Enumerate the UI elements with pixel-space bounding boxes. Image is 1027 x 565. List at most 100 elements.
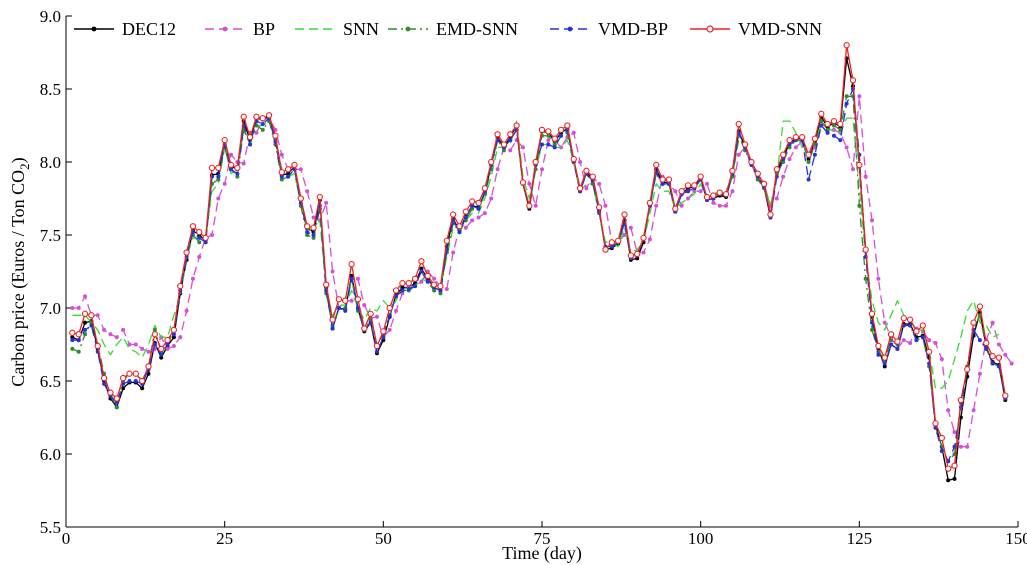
data-point [501, 148, 506, 153]
data-point [159, 352, 164, 357]
legend-label: SNN [343, 19, 379, 39]
data-point [927, 338, 932, 343]
data-point [425, 279, 430, 284]
data-point [229, 152, 234, 157]
data-point [432, 288, 437, 293]
data-point [311, 233, 316, 237]
data-point [259, 115, 266, 122]
data-point [546, 133, 551, 138]
data-point [957, 396, 965, 404]
data-point [304, 223, 311, 230]
data-point [279, 177, 284, 182]
data-point [697, 173, 704, 180]
data-point [475, 199, 482, 207]
data-point [81, 310, 89, 317]
legend-item-snn: SNN [295, 19, 379, 39]
y-tick-label: 6.0 [40, 445, 61, 464]
data-point [463, 225, 468, 230]
data-point [158, 345, 165, 353]
x-tick-label: 100 [688, 529, 714, 548]
data-point [952, 444, 957, 449]
data-point [253, 113, 260, 120]
data-point [203, 240, 208, 245]
y-tick-label: 5.5 [40, 518, 61, 537]
data-point [608, 239, 615, 246]
data-point [1009, 361, 1014, 366]
data-point [989, 353, 996, 360]
data-point [685, 196, 690, 201]
data-point [248, 142, 253, 147]
data-point [868, 310, 876, 317]
data-point [89, 323, 94, 328]
data-point [781, 174, 786, 179]
data-point [519, 179, 527, 186]
data-point [102, 381, 107, 386]
legend-marker [706, 25, 714, 33]
data-point [133, 342, 138, 347]
series-vmd-snn [69, 42, 1009, 472]
data-point [152, 342, 157, 347]
data-point [438, 288, 443, 293]
data-point [908, 323, 913, 328]
data-point [260, 127, 265, 132]
data-point [316, 193, 324, 201]
data-point [133, 379, 138, 383]
data-point [164, 336, 171, 344]
data-point [919, 322, 926, 329]
data-point [857, 203, 862, 208]
data-point [178, 335, 183, 340]
data-point [952, 476, 957, 481]
legend-item-dec12: DEC12 [74, 19, 176, 39]
data-point [400, 288, 405, 293]
data-point [311, 215, 316, 220]
data-point [990, 361, 995, 366]
data-point [171, 343, 176, 348]
data-point [705, 181, 710, 186]
data-point [83, 327, 88, 332]
series-bp [70, 94, 1014, 449]
data-point [691, 182, 698, 189]
data-point [102, 327, 107, 332]
data-point [437, 282, 444, 290]
data-point [151, 331, 159, 338]
data-point [279, 174, 284, 179]
series-line-vmd-snn [72, 44, 1006, 470]
data-point [413, 284, 418, 289]
data-point [939, 357, 944, 362]
data-point [463, 215, 468, 220]
data-point [774, 196, 779, 201]
data-point [246, 134, 254, 141]
data-point [183, 249, 190, 256]
data-point [925, 348, 933, 355]
data-point [216, 196, 221, 201]
data-point [76, 338, 81, 343]
data-point [507, 131, 514, 138]
data-point [526, 202, 533, 209]
data-point [362, 303, 367, 308]
data-point [977, 338, 982, 343]
data-point [451, 250, 456, 255]
data-point [976, 303, 984, 310]
data-point [291, 161, 298, 169]
data-point [958, 444, 963, 449]
legend: DEC12 BP SNN EMD-SNN VMD-BP VMD-SNN [74, 19, 822, 39]
data-point [297, 195, 304, 202]
data-point [748, 158, 755, 166]
data-point [170, 326, 178, 334]
data-point [83, 332, 88, 337]
data-point [951, 462, 958, 469]
data-point [470, 206, 475, 211]
data-point [488, 158, 495, 166]
data-point [640, 234, 647, 242]
data-point [819, 123, 824, 128]
data-point [284, 166, 292, 173]
data-point [495, 167, 500, 172]
data-point [241, 161, 246, 166]
data-point [209, 233, 214, 237]
data-point [100, 374, 108, 382]
data-point [83, 320, 88, 325]
data-point [602, 246, 609, 253]
data-point [984, 346, 989, 351]
data-point [533, 203, 538, 208]
data-point [335, 296, 343, 303]
